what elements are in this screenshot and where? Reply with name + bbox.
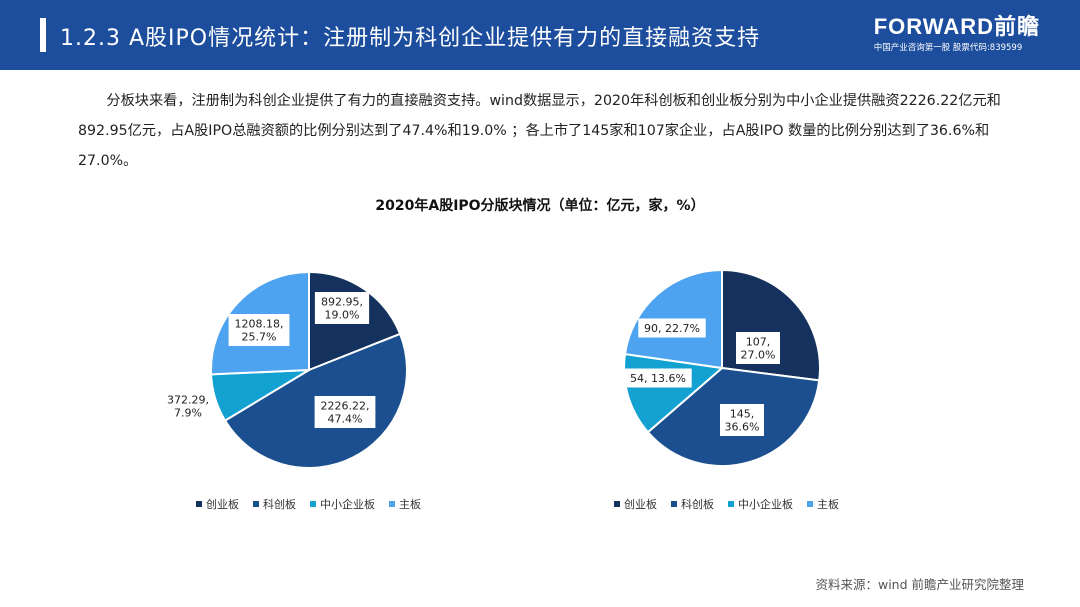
page-title: 1.2.3 A股IPO情况统计：注册制为科创企业提供有力的直接融资支持 xyxy=(60,26,761,51)
pie-0-label-line-2-1: 7.9% xyxy=(174,407,202,420)
pie-0-data-label-0: 892.95,19.0% xyxy=(314,292,370,324)
pie-1-label-box-1 xyxy=(720,404,764,436)
pie-1-label-line-0-1: 27.0% xyxy=(741,349,776,362)
pie-0-label-box-3 xyxy=(228,314,290,346)
pie-0-label-line-1-1: 47.4% xyxy=(328,413,363,426)
pie-1-label-line-1-1: 36.6% xyxy=(725,421,760,434)
pie-1-label-box-0 xyxy=(736,332,780,364)
pie-0-label-line-3-1: 25.7% xyxy=(242,331,277,344)
legend-1-swatch-3 xyxy=(807,501,813,507)
legend-1-label-1: 科创板 xyxy=(681,498,714,511)
pie-1-label-box-3 xyxy=(638,318,706,338)
pie-1-label-line-0-0: 107, xyxy=(746,336,771,349)
intro-paragraph: 分板块来看，注册制为科创企业提供了有力的直接融资支持。wind数据显示，2020… xyxy=(78,93,1001,169)
pie-1-label-line-3-0: 90, 22.7% xyxy=(644,322,700,335)
pie-0-label-box-1 xyxy=(314,396,376,428)
legend-0-label-0: 创业板 xyxy=(206,498,239,511)
legend-0-item-2: 中小企业板 xyxy=(310,496,375,512)
legend-0-swatch-1 xyxy=(253,501,259,507)
pie-1-label-line-1-0: 145, xyxy=(730,408,755,421)
header-accent-bar xyxy=(40,18,46,52)
legend-1-swatch-2 xyxy=(728,501,734,507)
pie-1-data-label-2: 54, 13.6% xyxy=(624,368,692,388)
legend-1-swatch-1 xyxy=(671,501,677,507)
legend-0-swatch-0 xyxy=(196,501,202,507)
legend-left: 创业板 科创板 中小企业板 主板 xyxy=(196,496,421,512)
legend-0-item-0: 创业板 xyxy=(196,496,239,512)
pie-0-label-line-3-0: 1208.18, xyxy=(235,318,284,331)
legend-1-label-3: 主板 xyxy=(817,498,839,511)
header-bar: 1.2.3 A股IPO情况统计：注册制为科创企业提供有力的直接融资支持 FORW… xyxy=(0,0,1080,70)
logo-text: FORWARD前瞻 xyxy=(873,14,1040,39)
legend-1-item-1: 科创板 xyxy=(671,496,714,512)
pie-0-data-label-3: 1208.18,25.7% xyxy=(228,314,290,346)
pie-0-data-label-1: 2226.22,47.4% xyxy=(314,396,376,428)
pie-1-label-line-2-0: 54, 13.6% xyxy=(630,372,686,385)
pie-0-label-line-0-0: 892.95, xyxy=(321,296,363,309)
legend-0-label-2: 中小企业板 xyxy=(320,498,375,511)
pie-0-label-box-0 xyxy=(314,292,370,324)
pie-0-data-label-2: 372.29,7.9% xyxy=(167,394,209,420)
legend-1-swatch-0 xyxy=(614,501,620,507)
legend-1-item-2: 中小企业板 xyxy=(728,496,793,512)
pie-1-data-label-1: 145,36.6% xyxy=(720,404,764,436)
pie-0-label-line-0-1: 19.0% xyxy=(325,309,360,322)
legend-0-item-1: 科创板 xyxy=(253,496,296,512)
legend-1-item-0: 创业板 xyxy=(614,496,657,512)
legend-1-label-2: 中小企业板 xyxy=(738,498,793,511)
legend-1-label-0: 创业板 xyxy=(624,498,657,511)
brand-logo: FORWARD前瞻 中国产业咨询第一股 股票代码:839599 xyxy=(873,14,1040,54)
legend-0-label-1: 科创板 xyxy=(263,498,296,511)
legend-0-swatch-2 xyxy=(310,501,316,507)
chart-title: 2020年A股IPO分版块情况（单位：亿元，家，%） xyxy=(375,198,705,214)
legend-0-label-3: 主板 xyxy=(399,498,421,511)
logo-subtitle: 中国产业咨询第一股 股票代码:839599 xyxy=(873,43,1023,53)
pie-1-data-label-3: 90, 22.7% xyxy=(638,318,706,338)
pie-1-data-label-0: 107,27.0% xyxy=(736,332,780,364)
pie-1-label-box-2 xyxy=(624,368,692,388)
pie-0-label-line-1-0: 2226.22, xyxy=(321,400,370,413)
legend-0-swatch-3 xyxy=(389,501,395,507)
legend-0-item-3: 主板 xyxy=(389,496,421,512)
legend-1-item-3: 主板 xyxy=(807,496,839,512)
source-note: 资料来源：wind 前瞻产业研究院整理 xyxy=(815,577,1024,592)
legend-right: 创业板 科创板 中小企业板 主板 xyxy=(614,496,839,512)
pie-0-label-line-2-0: 372.29, xyxy=(167,394,209,407)
